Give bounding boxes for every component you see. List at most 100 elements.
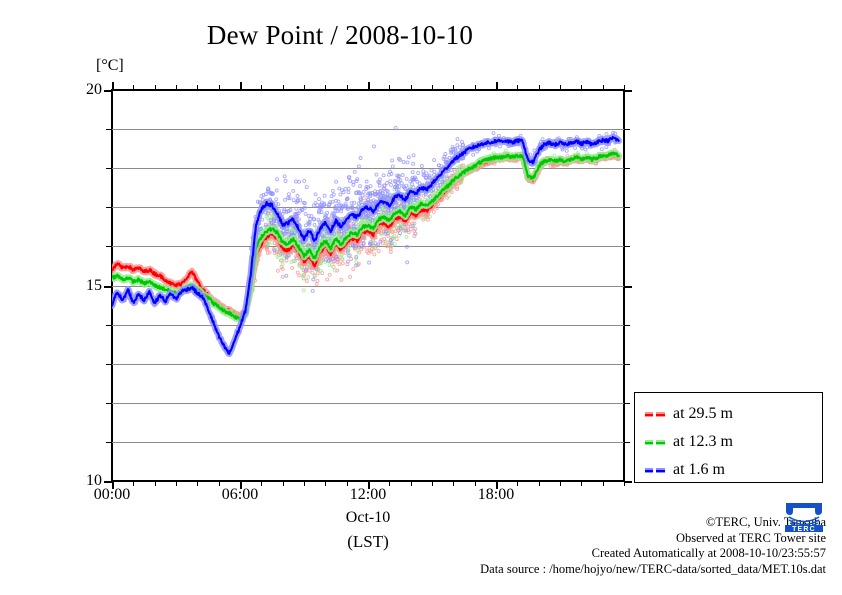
x-axis-tick <box>624 481 625 486</box>
y-axis-tick-right <box>624 441 630 443</box>
y-axis-tick-right <box>624 285 632 288</box>
x-axis-tick-top <box>538 85 540 90</box>
x-axis-tick-top <box>432 85 433 90</box>
y-axis-tick <box>106 246 112 248</box>
x-axis-tick <box>432 481 433 486</box>
x-axis-tick <box>602 481 604 486</box>
x-axis-tick-top <box>282 85 284 90</box>
x-axis-tick-top <box>602 85 604 90</box>
legend-item-2[interactable]: at 1.6 m <box>645 456 822 484</box>
legend-item-0[interactable]: at 29.5 m <box>645 400 822 428</box>
x-axis-tick <box>112 481 114 489</box>
x-axis-tick <box>240 481 242 489</box>
gridline <box>112 324 624 326</box>
legend-label: at 1.6 m <box>673 461 725 478</box>
y-axis-tick-right <box>624 168 630 170</box>
footer-datasource: Data source : /home/hojyo/new/TERC-data/… <box>480 561 826 576</box>
x-axis-tick-top <box>325 85 327 90</box>
plot-area: 10 15 20 00:00 06:00 12:00 18:00 <box>86 82 632 503</box>
x-axis-tick <box>389 481 391 486</box>
x-axis-tick-top <box>304 85 305 90</box>
gridline <box>112 363 624 365</box>
x-axis-tick-top <box>624 85 625 90</box>
x-axis-tick-top <box>240 82 242 90</box>
x-axis-tick <box>410 481 412 486</box>
series-line-2 <box>112 135 620 355</box>
y-axis-tick <box>106 207 112 209</box>
x-axis-tick-label: 00:00 <box>93 486 131 503</box>
y-axis-tick <box>106 129 112 131</box>
x-axis-tick <box>496 481 498 489</box>
series-plot <box>112 125 622 357</box>
x-axis-tick <box>133 481 135 486</box>
gridline <box>112 285 624 287</box>
x-axis-tick <box>325 481 327 486</box>
y-axis-tick-right <box>624 246 630 248</box>
x-axis-tick-label: 06:00 <box>221 486 259 503</box>
x-axis-timezone-label: (LST) <box>347 532 389 551</box>
y-axis-unit-label: [°C] <box>96 57 124 74</box>
svg-text:TERC: TERC <box>792 526 816 532</box>
y-axis-tick-right <box>624 324 630 326</box>
legend-swatch-icon <box>645 408 665 420</box>
y-axis-tick <box>106 168 112 170</box>
x-axis-tick <box>197 481 199 486</box>
legend-label: at 29.5 m <box>673 405 733 422</box>
x-axis-tick <box>282 481 284 486</box>
y-axis-tick <box>106 324 112 326</box>
legend-swatch-icon <box>645 436 665 448</box>
x-axis-tick-top <box>154 85 156 90</box>
y-axis-tick-label: 20 <box>86 81 102 98</box>
x-axis-tick-top <box>453 85 455 90</box>
footer-site: Observed at TERC Tower site <box>675 530 826 545</box>
x-axis-tick <box>538 481 540 486</box>
y-axis-tick-right <box>624 402 630 404</box>
y-axis-tick-right <box>624 481 632 483</box>
x-axis-tick-top <box>346 85 348 90</box>
x-axis-tick-top <box>474 85 476 90</box>
x-axis-tick-top <box>133 85 135 90</box>
x-axis-tick-label: 18:00 <box>477 486 515 503</box>
x-axis-tick-top <box>389 85 391 90</box>
x-axis-tick-top <box>368 82 370 90</box>
y-axis-tick-right <box>624 90 632 92</box>
x-axis-tick <box>346 481 348 486</box>
y-axis-tick-label: 10 <box>86 472 102 489</box>
y-axis-tick-right <box>624 129 630 131</box>
x-axis-tick-top <box>560 85 561 90</box>
legend-swatch-icon <box>645 464 665 476</box>
gridline <box>112 441 624 443</box>
x-axis-tick <box>176 481 177 486</box>
x-axis-tick-top <box>496 82 498 90</box>
x-axis-top-line <box>111 89 625 91</box>
x-axis-tick-top <box>581 85 583 90</box>
footer-created: Created Automatically at 2008-10-10/23:5… <box>591 546 826 560</box>
y-axis-tick-right <box>624 363 630 365</box>
x-axis-tick <box>560 481 561 486</box>
x-axis-tick-top <box>112 82 114 90</box>
legend-box: at 29.5 m at 12.3 m at 1.6 m <box>634 392 823 483</box>
terc-logo-icon: TERC <box>785 503 823 532</box>
x-axis-tick <box>581 481 583 486</box>
x-axis-tick <box>261 481 263 486</box>
x-axis-tick-top <box>517 85 519 90</box>
x-axis-tick <box>517 481 519 486</box>
gridline <box>112 129 624 131</box>
y-axis-tick <box>106 402 112 404</box>
x-axis-tick <box>218 481 220 486</box>
x-axis-tick-top <box>197 85 199 90</box>
x-axis-tick-top <box>176 85 177 90</box>
legend-item-1[interactable]: at 12.3 m <box>645 428 822 456</box>
page-title: Dew Point / 2008-10-10 <box>206 20 474 50</box>
y-axis-tick <box>104 90 112 92</box>
x-axis-tick-top <box>218 85 220 90</box>
x-axis-tick <box>474 481 476 486</box>
series-band-2 <box>112 133 622 357</box>
legend-label: at 12.3 m <box>673 433 733 450</box>
y-axis-tick <box>106 363 112 365</box>
gridline <box>112 168 624 170</box>
x-axis-tick <box>453 481 455 486</box>
footer-text: ©TERC, Univ. Tsukuba Observed at TERC To… <box>480 515 826 577</box>
x-axis-tick <box>368 481 370 489</box>
